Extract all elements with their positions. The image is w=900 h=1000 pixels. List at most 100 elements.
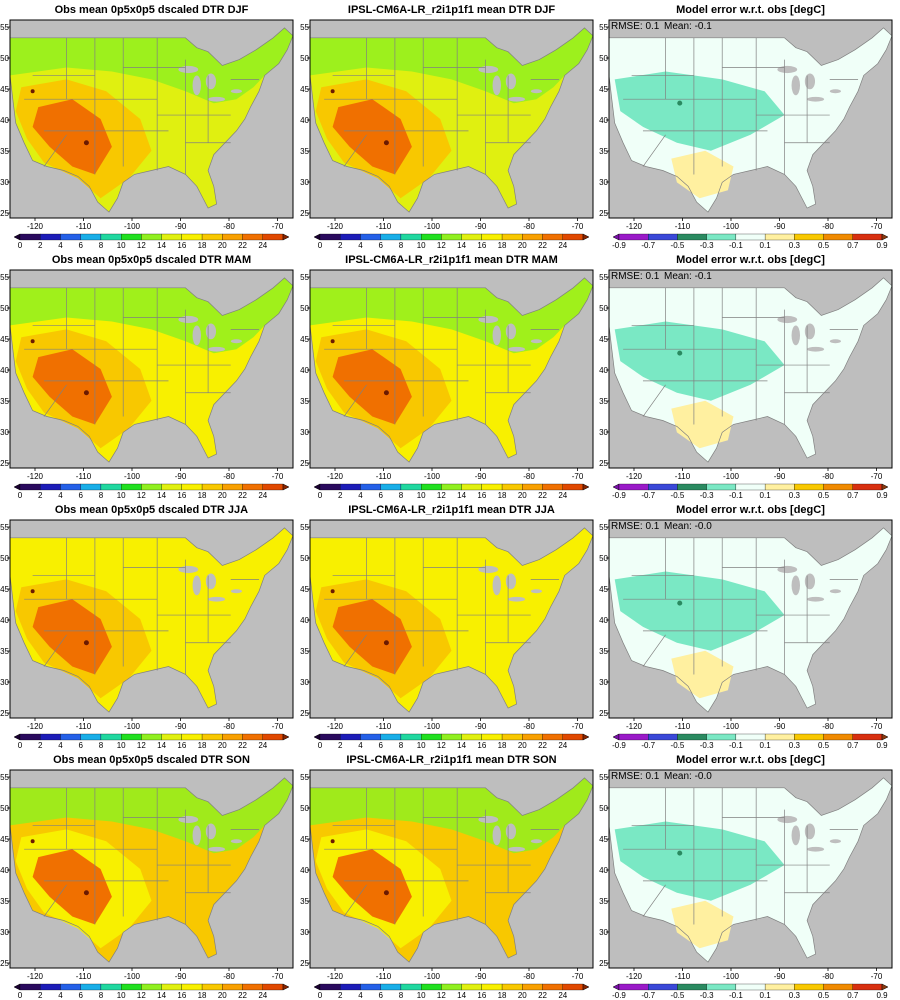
- lat-tick-label: 40: [599, 866, 608, 875]
- colorbar-label: 24: [258, 491, 267, 500]
- colorbar-segment: [441, 983, 462, 991]
- state-boundary: [343, 384, 367, 417]
- north-band: [310, 277, 593, 354]
- colorbar-segment: [380, 483, 402, 491]
- lon-tick-label: -120: [27, 472, 44, 481]
- lat-tick-label: 30: [599, 178, 608, 187]
- north-band: [310, 27, 593, 104]
- lon-tick-label: -90: [475, 972, 487, 981]
- lon-tick-label: -120: [327, 222, 344, 231]
- colorbar-label: -0.5: [671, 241, 685, 250]
- colorbar-under-arrow: [13, 483, 21, 491]
- colorbar-segment: [19, 483, 41, 491]
- colorbar-segment: [852, 483, 883, 491]
- lat-tick-label: 40: [599, 366, 608, 375]
- colorbar-segment: [319, 983, 341, 991]
- lon-tick-label: -90: [475, 722, 487, 731]
- rmse-label: RMSE: 0.1: [611, 21, 660, 32]
- colorbar-under-arrow: [612, 983, 620, 991]
- colorbar-segment: [735, 983, 766, 991]
- colorbar-segment: [542, 233, 563, 241]
- state-boundary: [43, 384, 67, 417]
- colorbar-segment: [141, 733, 162, 741]
- colorbar-label: -0.1: [729, 991, 743, 1000]
- colorbar-segment: [201, 983, 223, 991]
- colorbar-label: -0.1: [729, 241, 743, 250]
- colorbar-over-arrow: [582, 483, 590, 491]
- colorbar-segment: [542, 483, 563, 491]
- colorbar-segment: [262, 983, 284, 991]
- colorbar-label: 10: [117, 991, 126, 1000]
- lon-tick-label: -110: [376, 472, 392, 481]
- lat-tick-label: 50: [0, 54, 9, 63]
- colorbar-segment: [823, 233, 853, 241]
- hot-core: [332, 349, 412, 425]
- colorbar-segment: [823, 483, 853, 491]
- panel-son-model: IPSL-CM6A-LR_r2i1p1f1 mean DTR SON -120 -1…: [300, 754, 594, 1000]
- colorbar-label: 6: [78, 991, 83, 1000]
- colorbar-label: 20: [518, 491, 527, 500]
- panel-frame: [608, 19, 893, 219]
- lon-tick-label: -100: [424, 222, 441, 231]
- lat-tick-label: 45: [599, 585, 608, 594]
- great-lake: [492, 325, 502, 346]
- colorbar-segment: [19, 733, 41, 741]
- colorbar-segment: [794, 983, 824, 991]
- lat-tick-label: 50: [599, 554, 608, 563]
- colorbar-segment: [121, 733, 142, 741]
- colorbar-segment: [461, 983, 482, 991]
- colorbar-segment: [400, 733, 422, 741]
- colorbar-segment: [481, 983, 503, 991]
- colorbar-label: 18: [498, 741, 507, 750]
- positive-bias-region: [671, 900, 734, 949]
- colorbar-segment: [340, 983, 361, 991]
- hot-core: [332, 849, 412, 925]
- colorbar-label: -0.9: [612, 991, 626, 1000]
- colorbar-label: 14: [157, 491, 166, 500]
- colorbar-label: 8: [99, 991, 104, 1000]
- lat-tick-label: 45: [300, 335, 309, 344]
- colorbar-label: 12: [137, 991, 146, 1000]
- lon-tick-label: -120: [327, 972, 344, 981]
- colorbar-label: 0: [18, 741, 23, 750]
- panel-jja-model: IPSL-CM6A-LR_r2i1p1f1 mean DTR JJA -120 -1…: [300, 504, 594, 750]
- colorbar-segment: [735, 483, 766, 491]
- lon-tick-label: -70: [572, 222, 584, 231]
- colorbar-segment: [80, 983, 102, 991]
- peak-marker: [83, 640, 89, 646]
- colorbar-label: 12: [437, 741, 446, 750]
- panel-title: Obs mean 0p5x0p5 dscaled DTR MAM: [52, 254, 251, 266]
- colorbar-label: 4: [58, 991, 63, 1000]
- lat-tick-label: 25: [0, 209, 9, 218]
- lon-tick-label: -120: [327, 472, 344, 481]
- colorbar-segment: [222, 483, 243, 491]
- colorbar-label: 14: [457, 491, 466, 500]
- peak-marker: [330, 89, 335, 94]
- colorbar-label: -0.9: [612, 741, 626, 750]
- lon-tick-label: -110: [76, 472, 92, 481]
- colorbar-label: 12: [437, 991, 446, 1000]
- lat-tick-label: 45: [300, 585, 309, 594]
- colorbar-segment: [141, 483, 162, 491]
- lat-tick-label: 40: [0, 866, 9, 875]
- great-lake: [205, 823, 217, 840]
- colorbar-label: 10: [117, 741, 126, 750]
- colorbar-segment: [562, 733, 584, 741]
- colorbar-segment: [360, 483, 381, 491]
- colorbar-segment: [80, 233, 102, 241]
- colorbar-segment: [648, 983, 678, 991]
- lat-tick-label: 50: [300, 54, 309, 63]
- colorbar-label: 2: [338, 241, 343, 250]
- colorbar-segment: [181, 483, 203, 491]
- colorbar-label: 24: [558, 991, 567, 1000]
- lat-tick-label: 45: [0, 585, 9, 594]
- colorbar-segment: [522, 733, 543, 741]
- lat-tick-label: 55: [599, 23, 608, 32]
- colorbar-segment: [319, 733, 341, 741]
- colorbar-label: 0.3: [789, 991, 801, 1000]
- colorbar-segment: [441, 733, 462, 741]
- state-boundary: [343, 884, 367, 917]
- peak-marker: [330, 589, 335, 594]
- lon-tick-label: -70: [871, 472, 883, 481]
- colorbar-label: 0: [18, 241, 23, 250]
